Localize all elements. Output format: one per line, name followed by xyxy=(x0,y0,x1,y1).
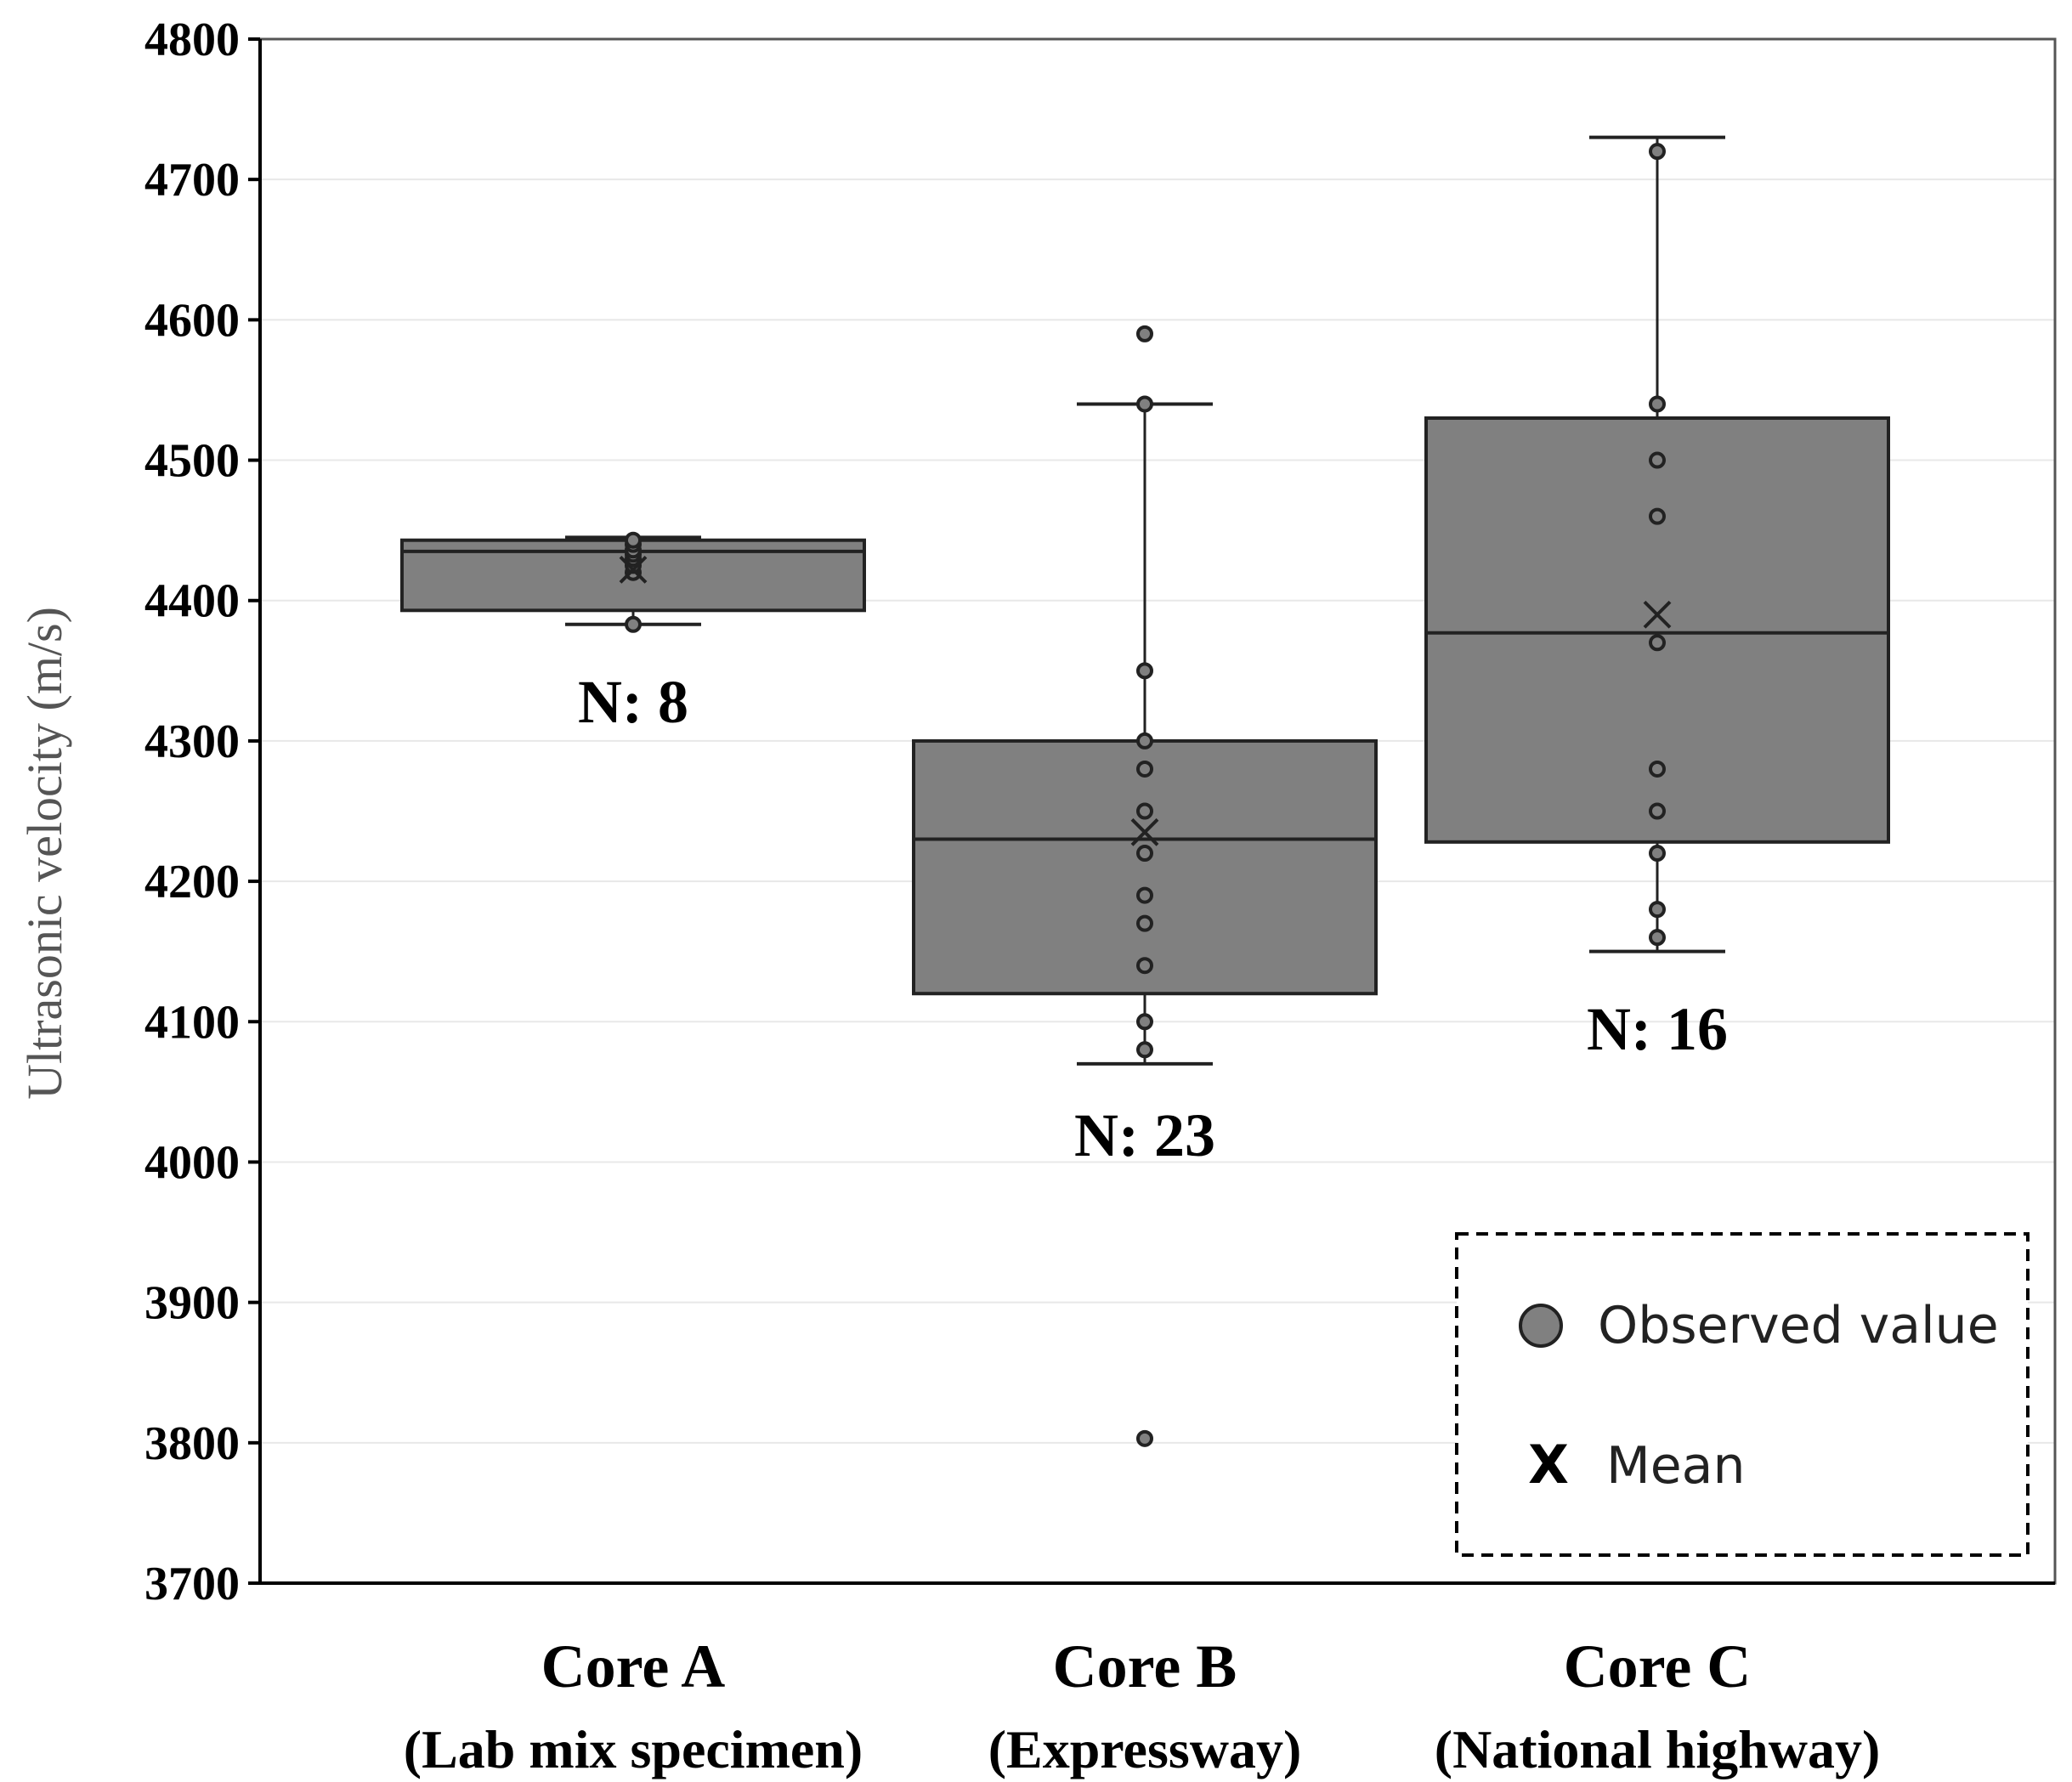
observed-point xyxy=(1136,325,1153,342)
x-category-sublabel: (Expressway) xyxy=(988,1719,1302,1779)
observed-point xyxy=(1136,1429,1153,1447)
sample-count-label: N: 16 xyxy=(1587,995,1728,1063)
observed-point xyxy=(1136,662,1153,680)
x-category-label: Core A xyxy=(541,1632,726,1700)
legend: Observed value X Mean xyxy=(1455,1232,2030,1557)
legend-label-observed: Observed value xyxy=(1598,1296,1999,1355)
observed-point xyxy=(1136,1013,1153,1031)
observed-point xyxy=(1649,507,1666,525)
legend-label-mean: Mean xyxy=(1606,1436,1745,1496)
y-tick-label: 4800 xyxy=(144,14,240,66)
observed-point xyxy=(1649,802,1666,820)
observed-point xyxy=(1649,929,1666,947)
observed-point xyxy=(625,531,642,549)
box-group xyxy=(1424,135,1890,953)
legend-box xyxy=(1455,1232,2030,1557)
observed-point xyxy=(1136,845,1153,863)
observed-point xyxy=(1649,395,1666,413)
axes: 3700 3800 3900 4000 4100 4200 4300 4400 4500 4600… xyxy=(144,14,2057,1610)
observed-point xyxy=(1136,957,1153,975)
observed-point xyxy=(1649,901,1666,919)
y-axis-title: Ultrasonic velocity (m/s) xyxy=(17,607,72,1100)
y-tick-label: 4400 xyxy=(144,575,240,628)
y-tick-label: 4300 xyxy=(144,716,240,768)
y-tick-label: 4500 xyxy=(144,435,240,488)
sample-count-label: N: 8 xyxy=(578,668,688,736)
observed-point xyxy=(1136,1041,1153,1059)
observed-point xyxy=(1136,802,1153,820)
y-tick-label: 4600 xyxy=(144,294,240,347)
y-tick-label: 4100 xyxy=(144,996,240,1049)
observed-point xyxy=(1649,143,1666,161)
iqr-box xyxy=(912,738,1378,996)
observed-point xyxy=(1649,760,1666,778)
observed-point xyxy=(1136,760,1153,778)
observed-point xyxy=(1136,395,1153,413)
mean-marker xyxy=(1130,817,1159,846)
y-tick-label: 3700 xyxy=(144,1558,240,1610)
observed-point xyxy=(1136,886,1153,904)
box-group xyxy=(912,325,1378,1447)
y-tick-label: 4000 xyxy=(144,1136,240,1189)
x-category-label: Core C xyxy=(1564,1632,1752,1700)
mean-marker xyxy=(1643,600,1672,629)
observed-point xyxy=(1136,914,1153,932)
observed-point xyxy=(1649,634,1666,652)
legend-circle-marker xyxy=(1519,1304,1563,1348)
x-category-sublabel: (Lab mix specimen) xyxy=(404,1719,863,1779)
legend-x-marker: X xyxy=(1528,1434,1569,1496)
mean-marker xyxy=(619,555,648,584)
observed-point xyxy=(1649,451,1666,469)
boxes xyxy=(400,135,1890,1447)
box-group xyxy=(400,531,866,633)
x-category-sublabel: (National highway) xyxy=(1435,1719,1881,1779)
x-category-label: Core B xyxy=(1053,1632,1237,1700)
y-tick-label: 3800 xyxy=(144,1417,240,1470)
y-tick-label: 4700 xyxy=(144,154,240,206)
labels: N: 8 Core A (Lab mix specimen) N: 23 Core B (… xyxy=(404,668,1880,1779)
y-tick-label: 4200 xyxy=(144,856,240,908)
observed-point xyxy=(1136,732,1153,750)
sample-count-label: N: 23 xyxy=(1074,1101,1215,1169)
y-tick-label: 3900 xyxy=(144,1277,240,1330)
observed-point xyxy=(1649,845,1666,863)
observed-point xyxy=(625,615,642,633)
iqr-box xyxy=(1424,416,1890,844)
